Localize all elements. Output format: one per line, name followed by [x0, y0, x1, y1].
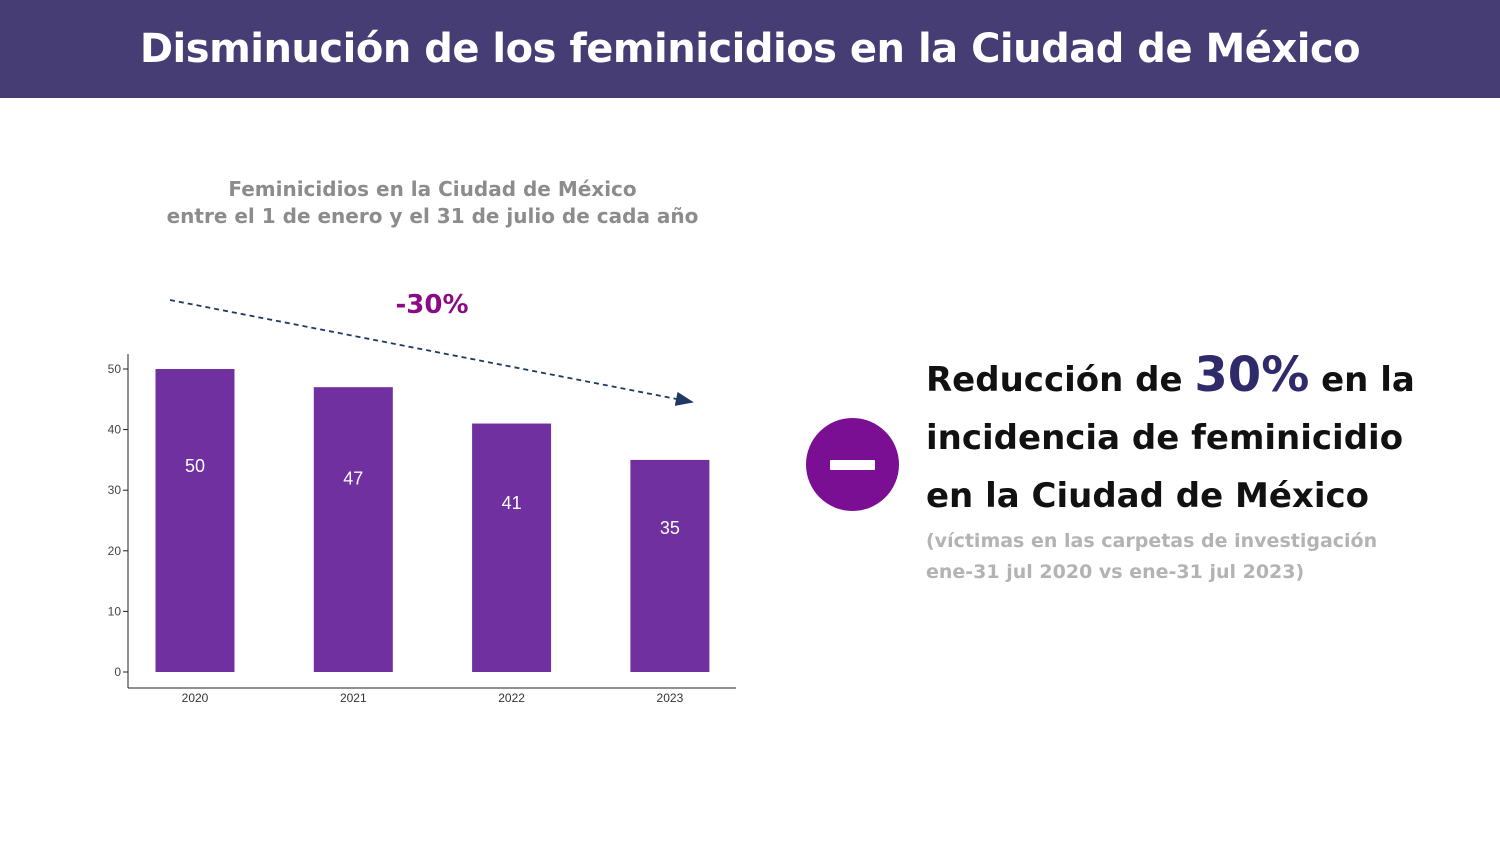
y-tick-label: 40 — [108, 423, 122, 437]
x-tick-label: 2022 — [498, 691, 525, 705]
summary-highlight: 30% — [1194, 347, 1310, 403]
bar-value-label: 41 — [502, 493, 522, 513]
y-tick-label: 30 — [108, 483, 122, 497]
decline-annotation: -30% — [395, 290, 468, 320]
chart-title-line1: Feminicidios en la Ciudad de México — [228, 177, 637, 201]
x-tick-label: 2020 — [182, 691, 209, 705]
x-tick-label: 2023 — [657, 691, 684, 705]
bar-2020 — [155, 369, 235, 672]
bar-2022 — [472, 423, 552, 672]
bar-value-label: 35 — [660, 518, 680, 538]
x-tick-label: 2021 — [340, 691, 367, 705]
header-banner: Disminución de los feminicidios en la Ci… — [0, 0, 1500, 98]
trend-arrow — [169, 299, 694, 406]
summary-line3: en la Ciudad de México — [926, 476, 1370, 516]
summary-note-line1: (víctimas en las carpetas de investigaci… — [926, 530, 1378, 552]
summary-statement: Reducción de 30% en la incidencia de fem… — [926, 346, 1486, 525]
y-tick-label: 50 — [108, 362, 122, 376]
summary-line1: Reducción de 30% en la — [926, 346, 1486, 409]
chart-title: Feminicidios en la Ciudad de México entr… — [100, 176, 765, 230]
page-title: Disminución de los feminicidios en la Ci… — [139, 26, 1361, 72]
bar-value-label: 47 — [343, 468, 363, 488]
summary-note: (víctimas en las carpetas de investigaci… — [926, 526, 1486, 588]
summary-line2: incidencia de feminicidio — [926, 418, 1404, 458]
minus-circle-icon — [806, 418, 899, 511]
summary-pre: Reducción de — [926, 360, 1195, 400]
bar-value-label: 50 — [185, 456, 205, 476]
y-tick-label: 0 — [114, 665, 121, 679]
y-tick-label: 10 — [108, 604, 122, 618]
bar-2023 — [630, 459, 710, 672]
y-tick-label: 20 — [108, 544, 122, 558]
bar-chart: -30% 0 10 20 30 40 50 50 2020 47 2021 41 2022 35 202… — [108, 290, 736, 705]
chart-title-line2: entre el 1 de enero y el 31 de julio de … — [166, 204, 699, 228]
summary-post: en la — [1309, 360, 1415, 400]
minus-icon-bar — [830, 460, 875, 470]
summary-note-line2: ene-31 jul 2020 vs ene-31 jul 2023) — [926, 561, 1305, 583]
bar-2021 — [313, 387, 393, 672]
